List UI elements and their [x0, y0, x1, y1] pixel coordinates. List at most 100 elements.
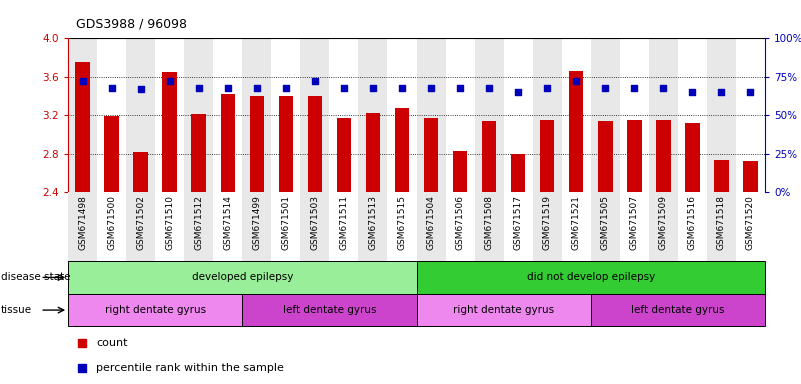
Point: [483, 84, 496, 91]
Text: GSM671521: GSM671521: [572, 195, 581, 250]
Bar: [388, 192, 417, 261]
Point: [541, 84, 553, 91]
Bar: [300, 38, 329, 192]
Bar: [714, 161, 729, 192]
Text: count: count: [96, 338, 127, 348]
Text: GSM671517: GSM671517: [513, 195, 522, 250]
Bar: [417, 38, 445, 192]
Bar: [533, 192, 562, 261]
Text: GSM671505: GSM671505: [601, 195, 610, 250]
Point: [76, 78, 89, 84]
Bar: [242, 192, 272, 261]
Point: [163, 78, 176, 84]
Point: [251, 84, 264, 91]
Bar: [68, 294, 242, 326]
Bar: [68, 261, 417, 294]
Point: [715, 89, 728, 95]
Text: GSM671513: GSM671513: [368, 195, 377, 250]
Text: right dentate gyrus: right dentate gyrus: [453, 305, 554, 315]
Bar: [68, 38, 97, 192]
Bar: [620, 192, 649, 261]
Point: [453, 84, 466, 91]
Point: [367, 84, 380, 91]
Bar: [569, 71, 583, 192]
Point: [105, 84, 118, 91]
Text: developed epilepsy: developed epilepsy: [191, 272, 293, 283]
Text: GSM671514: GSM671514: [223, 195, 232, 250]
Bar: [620, 38, 649, 192]
Bar: [598, 121, 613, 192]
Text: GSM671511: GSM671511: [340, 195, 348, 250]
Bar: [308, 96, 322, 192]
Bar: [388, 38, 417, 192]
Bar: [424, 118, 438, 192]
Bar: [184, 38, 213, 192]
Bar: [272, 192, 300, 261]
Text: GSM671510: GSM671510: [165, 195, 174, 250]
Bar: [590, 294, 765, 326]
Point: [337, 84, 350, 91]
Text: GSM671502: GSM671502: [136, 195, 145, 250]
Bar: [68, 192, 97, 261]
Text: GSM671509: GSM671509: [659, 195, 668, 250]
Bar: [359, 192, 388, 261]
Point: [599, 84, 612, 91]
Bar: [220, 94, 235, 192]
Bar: [706, 38, 736, 192]
Text: GSM671506: GSM671506: [456, 195, 465, 250]
Bar: [127, 192, 155, 261]
Text: left dentate gyrus: left dentate gyrus: [283, 305, 376, 315]
Text: right dentate gyrus: right dentate gyrus: [105, 305, 206, 315]
Bar: [743, 161, 758, 192]
Text: did not develop epilepsy: did not develop epilepsy: [526, 272, 655, 283]
Text: GSM671516: GSM671516: [688, 195, 697, 250]
Text: GSM671501: GSM671501: [281, 195, 290, 250]
Point: [135, 86, 147, 92]
Point: [221, 84, 234, 91]
Bar: [417, 192, 445, 261]
Bar: [242, 38, 272, 192]
Bar: [359, 38, 388, 192]
Text: GSM671508: GSM671508: [485, 195, 493, 250]
Bar: [474, 192, 504, 261]
Text: GSM671518: GSM671518: [717, 195, 726, 250]
Bar: [736, 192, 765, 261]
Point: [512, 89, 525, 95]
Bar: [213, 38, 242, 192]
Bar: [656, 120, 670, 192]
Bar: [685, 123, 699, 192]
Bar: [504, 38, 533, 192]
Text: disease state: disease state: [1, 272, 70, 283]
Bar: [242, 294, 417, 326]
Bar: [590, 38, 620, 192]
Bar: [250, 96, 264, 192]
Text: GSM671498: GSM671498: [78, 195, 87, 250]
Bar: [163, 72, 177, 192]
Bar: [445, 38, 474, 192]
Point: [657, 84, 670, 91]
Point: [686, 89, 698, 95]
Point: [744, 89, 757, 95]
Bar: [329, 192, 359, 261]
Text: left dentate gyrus: left dentate gyrus: [631, 305, 725, 315]
Bar: [474, 38, 504, 192]
Bar: [127, 38, 155, 192]
Bar: [590, 192, 620, 261]
Text: GSM671519: GSM671519: [543, 195, 552, 250]
Point: [425, 84, 437, 91]
Bar: [706, 192, 736, 261]
Text: GSM671504: GSM671504: [427, 195, 436, 250]
Bar: [562, 38, 590, 192]
Point: [192, 84, 205, 91]
Bar: [533, 38, 562, 192]
Bar: [417, 294, 590, 326]
Text: GSM671503: GSM671503: [311, 195, 320, 250]
Bar: [329, 38, 359, 192]
Bar: [300, 192, 329, 261]
Text: GSM671500: GSM671500: [107, 195, 116, 250]
Point: [570, 78, 582, 84]
Bar: [97, 38, 127, 192]
Bar: [97, 192, 127, 261]
Text: GSM671499: GSM671499: [252, 195, 261, 250]
Text: GSM671520: GSM671520: [746, 195, 755, 250]
